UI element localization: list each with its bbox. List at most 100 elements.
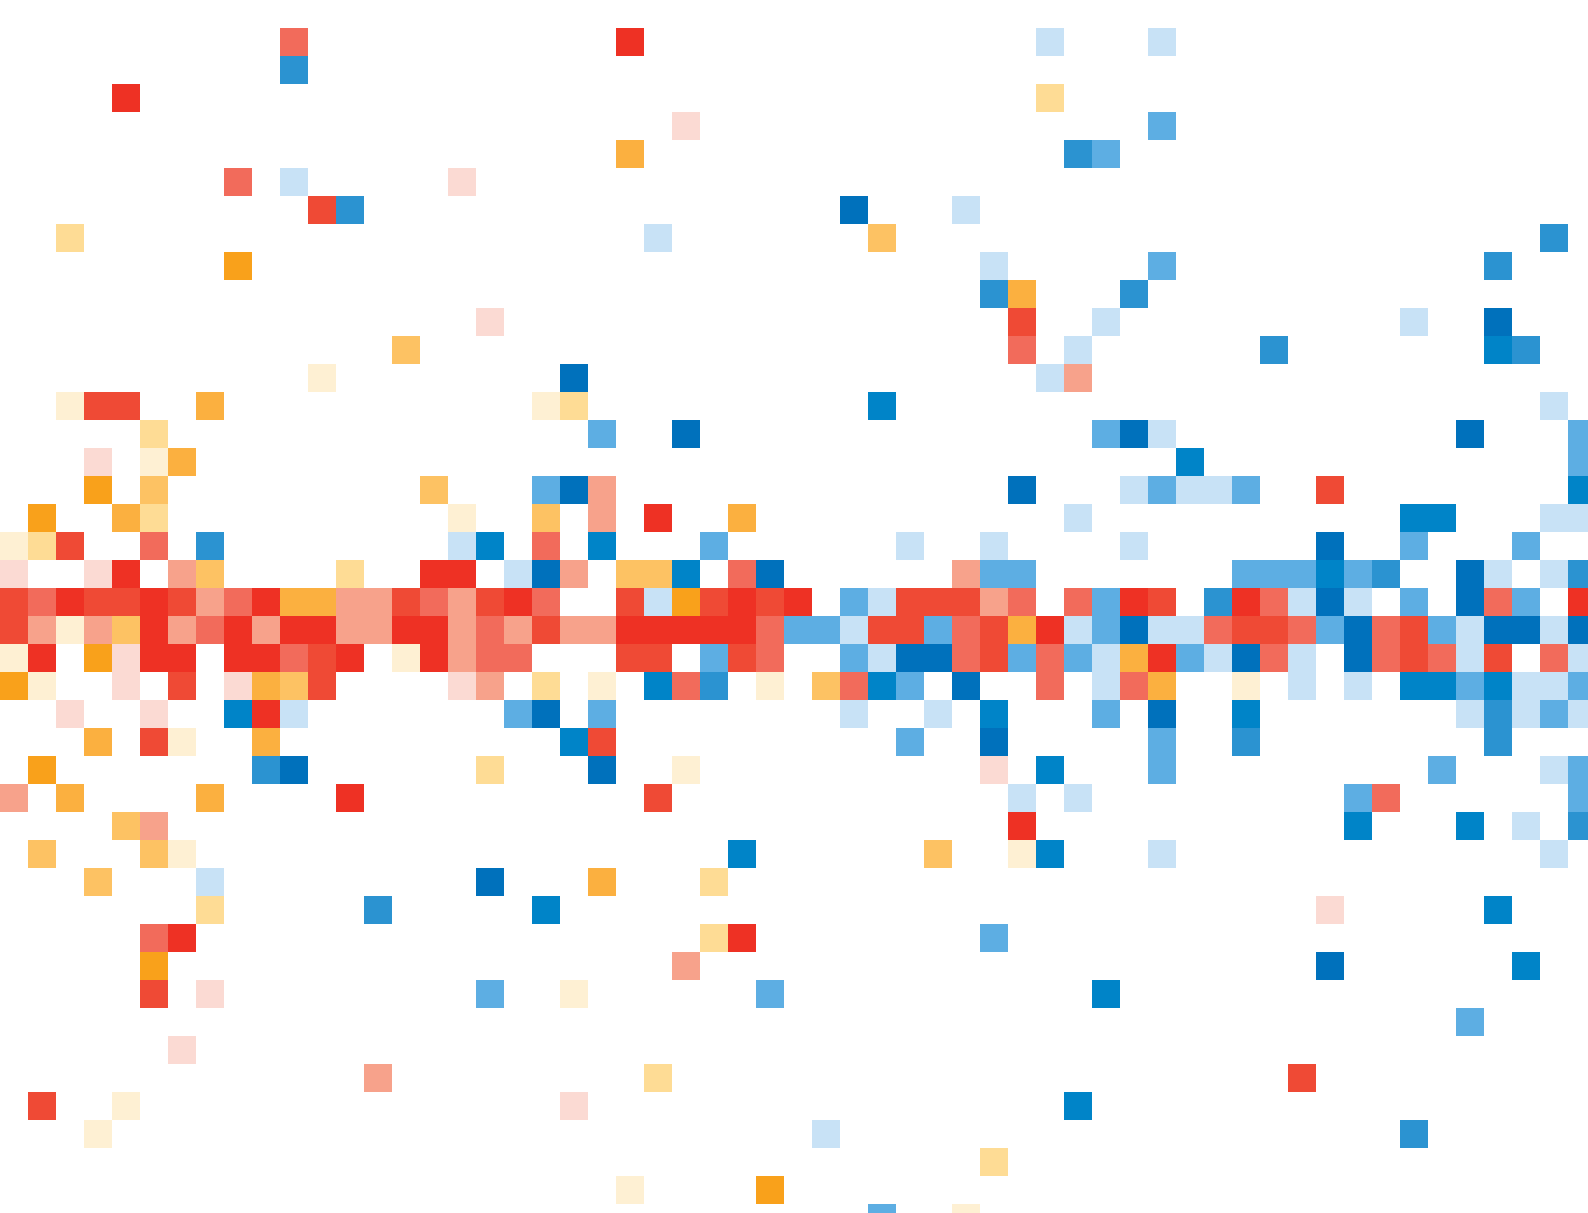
pixel-square: [280, 588, 308, 616]
pixel-square: [644, 616, 672, 644]
pixel-square: [1288, 588, 1316, 616]
pixel-square: [1344, 644, 1372, 672]
pixel-square: [1456, 588, 1484, 616]
pixel-square: [308, 644, 336, 672]
pixel-square: [280, 700, 308, 728]
pixel-square: [168, 924, 196, 952]
pixel-square: [140, 812, 168, 840]
pixel-square: [1260, 560, 1288, 588]
pixel-square: [588, 532, 616, 560]
pixel-square: [1148, 28, 1176, 56]
pixel-square: [1400, 588, 1428, 616]
pixel-square: [1568, 504, 1588, 532]
pixel-square: [644, 588, 672, 616]
pixel-square: [728, 504, 756, 532]
pixel-square: [1316, 588, 1344, 616]
pixel-square: [476, 980, 504, 1008]
pixel-square: [308, 196, 336, 224]
pixel-square: [364, 896, 392, 924]
pixel-square: [1316, 896, 1344, 924]
pixel-square: [644, 672, 672, 700]
pixel-square: [140, 588, 168, 616]
pixel-square: [1456, 616, 1484, 644]
pixel-square: [1540, 756, 1568, 784]
pixel-square: [252, 588, 280, 616]
pixel-square: [924, 840, 952, 868]
pixel-square: [448, 644, 476, 672]
pixel-square: [1512, 336, 1540, 364]
pixel-square: [728, 644, 756, 672]
pixel-square: [1288, 1064, 1316, 1092]
pixel-square: [308, 588, 336, 616]
pixel-square: [616, 1176, 644, 1204]
pixel-square: [1120, 420, 1148, 448]
pixel-square: [252, 616, 280, 644]
pixel-square: [1456, 560, 1484, 588]
pixel-square: [1036, 644, 1064, 672]
pixel-square: [672, 112, 700, 140]
pixel-square: [1456, 1008, 1484, 1036]
pixel-square: [84, 728, 112, 756]
pixel-square: [1036, 840, 1064, 868]
pixel-square: [1176, 616, 1204, 644]
pixel-square: [56, 784, 84, 812]
pixel-square: [56, 700, 84, 728]
pixel-square: [896, 672, 924, 700]
pixel-square: [980, 756, 1008, 784]
pixel-square: [700, 644, 728, 672]
pixel-square: [84, 616, 112, 644]
pixel-square: [1568, 756, 1588, 784]
pixel-square: [420, 644, 448, 672]
pixel-square: [700, 616, 728, 644]
pixel-square: [1512, 952, 1540, 980]
pixel-square: [1484, 616, 1512, 644]
pixel-square: [1512, 532, 1540, 560]
pixel-square: [28, 644, 56, 672]
pixel-square: [952, 1204, 980, 1213]
pixel-square: [1092, 700, 1120, 728]
pixel-square: [392, 644, 420, 672]
pixel-square: [140, 448, 168, 476]
pixel-square: [700, 924, 728, 952]
pixel-square: [560, 560, 588, 588]
pixel-square: [980, 644, 1008, 672]
pixel-square: [1064, 504, 1092, 532]
pixel-square: [140, 980, 168, 1008]
pixel-square: [196, 392, 224, 420]
pixel-square: [924, 616, 952, 644]
pixel-square: [560, 364, 588, 392]
pixel-square: [476, 672, 504, 700]
pixel-square: [476, 644, 504, 672]
pixel-square: [588, 728, 616, 756]
pixel-square: [140, 924, 168, 952]
pixel-square: [616, 616, 644, 644]
pixel-square: [868, 588, 896, 616]
pixel-square: [1232, 616, 1260, 644]
pixel-square: [1540, 672, 1568, 700]
pixel-square: [28, 616, 56, 644]
pixel-square: [1176, 448, 1204, 476]
pixel-square: [224, 644, 252, 672]
pixel-square: [1148, 588, 1176, 616]
pixel-square: [196, 784, 224, 812]
pixel-square: [1092, 420, 1120, 448]
pixel-square: [1540, 644, 1568, 672]
pixel-square: [952, 560, 980, 588]
pixel-square: [812, 616, 840, 644]
pixel-square: [588, 756, 616, 784]
pixel-square: [1316, 616, 1344, 644]
pixel-square: [1232, 476, 1260, 504]
pixel-square: [1316, 560, 1344, 588]
pixel-square: [812, 1120, 840, 1148]
pixel-square: [1316, 952, 1344, 980]
pixel-square: [1260, 644, 1288, 672]
pixel-square: [1372, 644, 1400, 672]
pixel-square: [0, 588, 28, 616]
pixel-square: [1288, 672, 1316, 700]
pixel-square: [560, 392, 588, 420]
pixel-square: [140, 420, 168, 448]
pixel-square: [616, 560, 644, 588]
pixel-square: [980, 700, 1008, 728]
pixel-square: [1288, 616, 1316, 644]
pixel-square: [700, 588, 728, 616]
